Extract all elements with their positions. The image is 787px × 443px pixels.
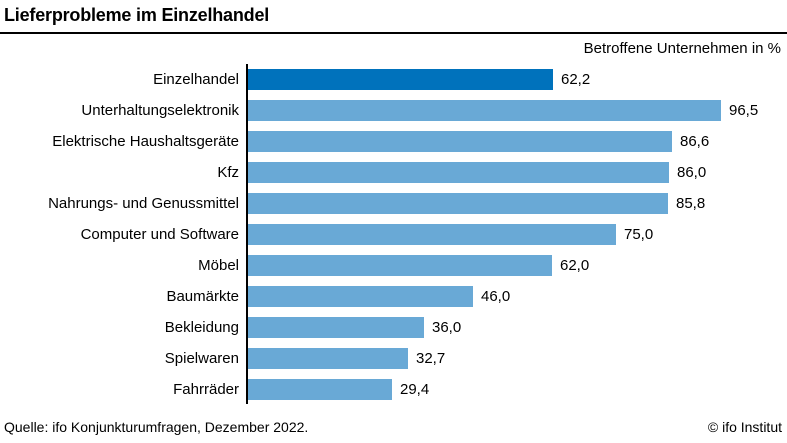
bar-row: Computer und Software 75,0	[0, 224, 787, 245]
bar	[248, 379, 392, 400]
value-label: 36,0	[432, 319, 462, 336]
bar-track: 85,8	[248, 193, 705, 214]
category-label: Elektrische Haushaltsgeräte	[52, 133, 239, 150]
category-label: Einzelhandel	[153, 71, 239, 88]
bar-chart: Einzelhandel 62,2 Unterhaltungselektronik 9…	[0, 64, 787, 409]
bar-track: 96,5	[248, 100, 758, 121]
value-label: 29,4	[400, 381, 430, 398]
bar-row: Einzelhandel 62,2	[0, 69, 787, 90]
bar	[248, 224, 616, 245]
value-label: 46,0	[481, 288, 511, 305]
page-title: Lieferprobleme im Einzelhandel	[4, 5, 270, 25]
value-label: 96,5	[729, 102, 759, 119]
bar-row: Elektrische Haushaltsgeräte 86,6	[0, 131, 787, 152]
bar-track: 46,0	[248, 286, 510, 307]
chart-subtitle: Betroffene Unternehmen in %	[583, 40, 781, 57]
category-label: Nahrungs- und Genussmittel	[48, 195, 239, 212]
bar-row: Nahrungs- und Genussmittel 85,8	[0, 193, 787, 214]
bar-track: 36,0	[248, 317, 461, 338]
bar-rows: Einzelhandel 62,2 Unterhaltungselektronik 9…	[0, 69, 787, 410]
value-label: 85,8	[676, 195, 706, 212]
title-divider	[0, 32, 787, 34]
bar-row: Spielwaren 32,7	[0, 348, 787, 369]
bar-row: Fahrräder 29,4	[0, 379, 787, 400]
bar	[248, 193, 668, 214]
bar	[248, 100, 721, 121]
footer: Quelle: ifo Konjunkturumfragen, Dezember…	[4, 417, 782, 437]
bar-row: Kfz 86,0	[0, 162, 787, 183]
bar	[248, 286, 473, 307]
bar	[248, 348, 408, 369]
bar	[248, 317, 424, 338]
bar	[248, 255, 552, 276]
category-label: Baumärkte	[166, 288, 239, 305]
category-label: Fahrräder	[173, 381, 239, 398]
category-label: Bekleidung	[164, 319, 239, 336]
bar-track: 62,2	[248, 69, 590, 90]
bar-track: 86,6	[248, 131, 709, 152]
bar	[248, 162, 669, 183]
value-label: 75,0	[624, 226, 654, 243]
value-label: 86,0	[677, 164, 707, 181]
bar-track: 62,0	[248, 255, 589, 276]
bar	[248, 69, 553, 90]
source-note: Quelle: ifo Konjunkturumfragen, Dezember…	[4, 419, 309, 435]
bar	[248, 131, 672, 152]
value-label: 86,6	[680, 133, 710, 150]
copyright-note: © ifo Institut	[707, 419, 782, 435]
category-label: Spielwaren	[164, 350, 239, 367]
category-label: Möbel	[198, 257, 239, 274]
y-axis-line	[246, 64, 248, 404]
bar-track: 75,0	[248, 224, 653, 245]
category-label: Computer und Software	[80, 226, 239, 243]
bar-row: Bekleidung 36,0	[0, 317, 787, 338]
value-label: 62,2	[561, 71, 591, 88]
bar-row: Unterhaltungselektronik 96,5	[0, 100, 787, 121]
category-label: Kfz	[217, 164, 239, 181]
bar-row: Baumärkte 46,0	[0, 286, 787, 307]
bar-track: 29,4	[248, 379, 429, 400]
bar-track: 32,7	[248, 348, 445, 369]
bar-track: 86,0	[248, 162, 706, 183]
value-label: 32,7	[416, 350, 446, 367]
category-label: Unterhaltungselektronik	[81, 102, 239, 119]
bar-row: Möbel 62,0	[0, 255, 787, 276]
value-label: 62,0	[560, 257, 590, 274]
